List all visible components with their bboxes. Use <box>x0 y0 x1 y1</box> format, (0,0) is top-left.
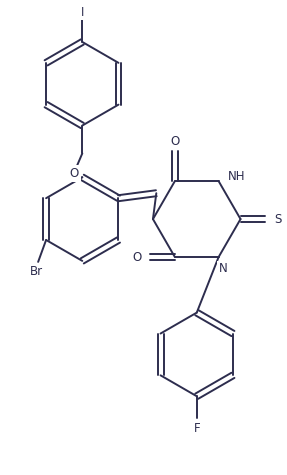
Text: S: S <box>275 213 282 226</box>
Text: O: O <box>132 250 142 264</box>
Text: O: O <box>170 135 179 148</box>
Text: NH: NH <box>228 170 245 183</box>
Text: O: O <box>70 167 79 180</box>
Text: Br: Br <box>30 266 43 278</box>
Text: I: I <box>81 6 84 19</box>
Text: F: F <box>193 422 200 435</box>
Text: N: N <box>219 263 228 275</box>
